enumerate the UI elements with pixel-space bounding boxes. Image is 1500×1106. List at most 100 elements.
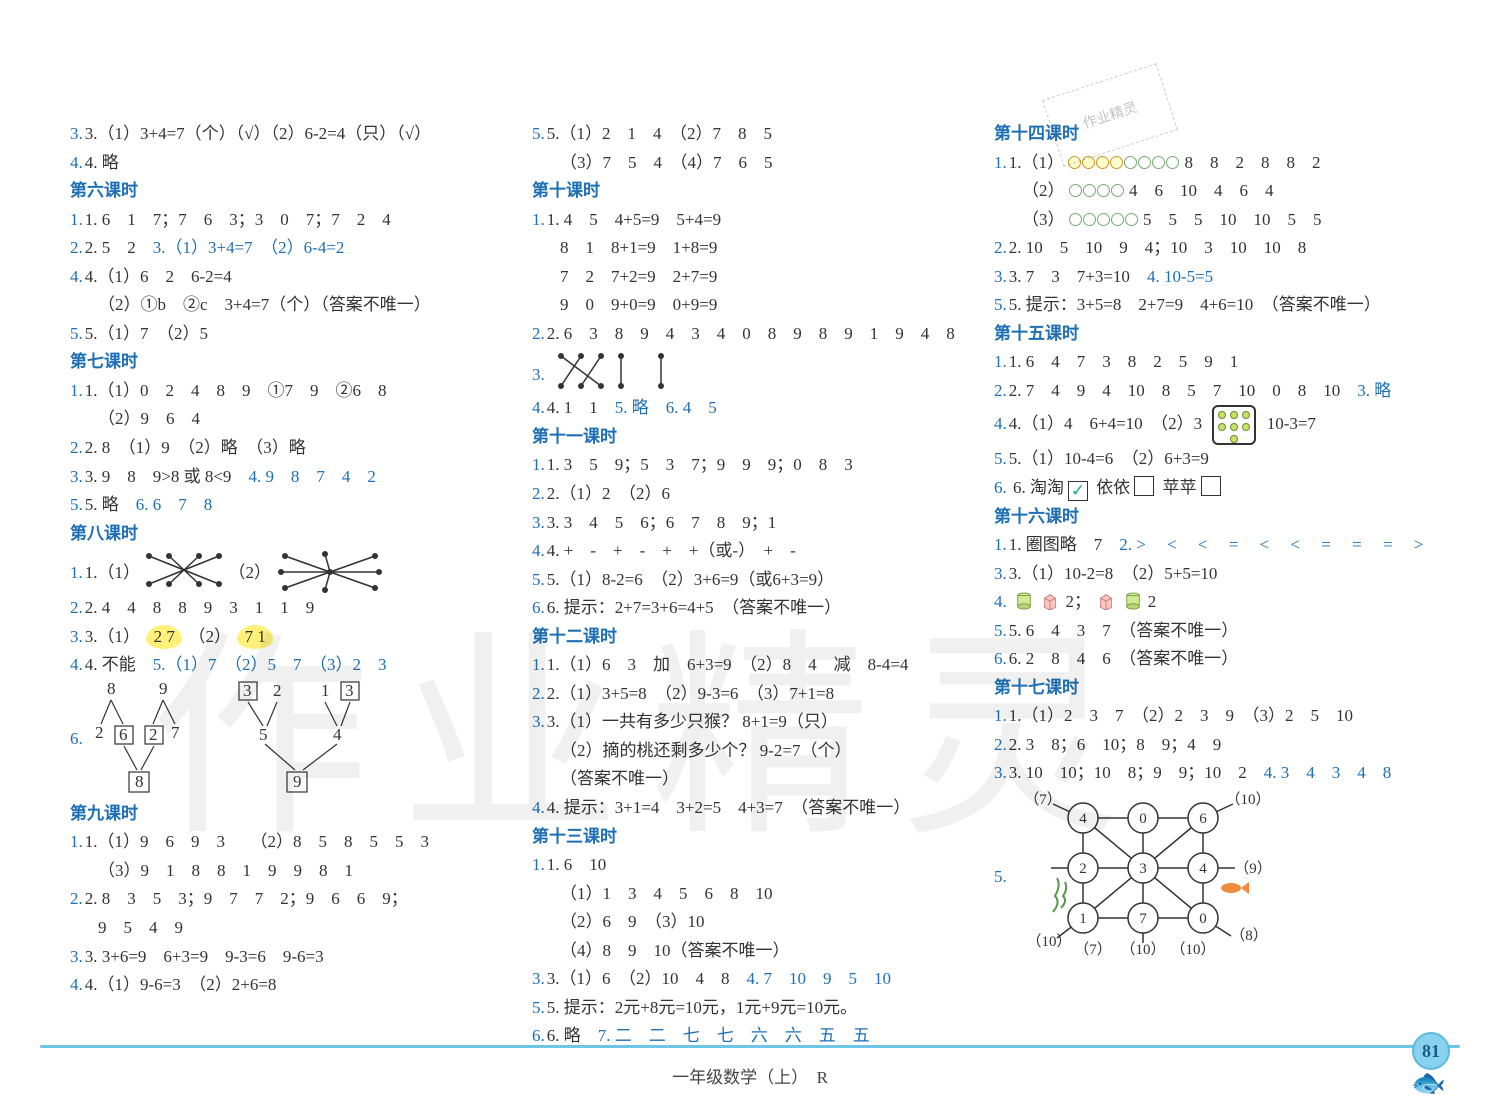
text: 6. 6 7 8	[136, 495, 213, 514]
line: 8 1 8+1=9 1+8=9	[532, 234, 968, 263]
text: （2）9 6 4	[98, 409, 200, 428]
number-tree-diagram: 89 2 6 2 7 8 3 2 1 3	[89, 680, 409, 800]
line: 6. 6. 淘淘 依依 苹苹	[994, 474, 1430, 503]
text: 苹苹	[1163, 478, 1197, 497]
text: 4. 略	[85, 153, 119, 172]
svg-text:4: 4	[333, 725, 342, 744]
line: 1.1.（1）2 3 7 （2）2 3 9 （3）2 5 10	[994, 702, 1430, 731]
svg-text:0: 0	[1199, 911, 1207, 927]
line: 5.5.（1）8-2=6 （2）3+6=9（或6+3=9）	[532, 566, 968, 595]
text: 6. 淘淘	[1013, 478, 1064, 497]
svg-text:8: 8	[107, 680, 116, 698]
svg-text:3: 3	[1139, 861, 1147, 877]
line: 1.1. 圈图略 7 2. > < < = < < = = = >	[994, 531, 1430, 560]
section-12-title: 第十二课时	[532, 623, 968, 652]
text: 1.（1）	[85, 563, 140, 582]
svg-text:（10）: （10）	[1026, 933, 1071, 950]
svg-text:4: 4	[1079, 811, 1087, 827]
text: 10-3=7	[1267, 414, 1316, 433]
line: 2.2.（1）2 （2）6	[532, 480, 968, 509]
line: 3.	[532, 348, 968, 394]
line: 3.3.（1）10-2=8 （2）5+5=10	[994, 560, 1430, 589]
line: 4.4. + - + - + +（或-） + -	[532, 537, 968, 566]
star-diagram	[275, 550, 385, 594]
line: 3.3.（1）6 （2）10 4 8 4. 7 10 9 5 10	[532, 965, 968, 994]
line: （4）8 9 10（答案不唯一）	[532, 937, 968, 966]
svg-text:6: 6	[1199, 811, 1207, 827]
text: 9 5 4 9	[98, 918, 183, 937]
column-3: 第十四课时 1.1.（1） 8 8 2 8 8 2 （2） 4 6 10 4 6…	[994, 120, 1430, 980]
line: 3.3.（1）3+4=7（个）（√）（2）6-2=4（只）（√）	[70, 120, 506, 149]
svg-text:8: 8	[135, 772, 144, 791]
line: （1）1 3 4 5 6 8 10	[532, 880, 968, 909]
svg-text:5: 5	[259, 725, 268, 744]
text: 2.（1）2 （2）6	[547, 484, 670, 503]
footer-text: 一年级数学（上） R	[0, 1063, 1500, 1088]
text: 3. 9 8 9>8 或 8<9	[85, 467, 249, 486]
line: （3）7 5 4 （4）7 6 5	[532, 149, 968, 178]
text: 7 2 7+2=9 2+7=9	[560, 267, 717, 286]
cylinder-icon	[1015, 592, 1033, 610]
svg-text:1: 1	[1079, 911, 1087, 927]
page-number-badge: 81	[1412, 1032, 1450, 1070]
section-13-title: 第十三课时	[532, 823, 968, 852]
butterfly-icon: 7 1	[237, 625, 273, 649]
column-2: 5.5.（1）2 1 4 （2）7 8 5 （3）7 5 4 （4）7 6 5 …	[532, 120, 968, 980]
line: 1.1.（1）0 2 4 8 9 ①7 9 ②6 8	[70, 377, 506, 406]
text: 4. + - + - + +（或-） + -	[547, 541, 796, 560]
text: 4. 提示：3+1=4 3+2=5 4+3=7 （答案不唯一）	[547, 798, 911, 817]
matching-diagram	[551, 348, 671, 394]
svg-text:6: 6	[119, 725, 128, 744]
text: 6. 4 5	[666, 398, 717, 417]
text: 3. 3 4 5 6；6 7 8 9；1	[547, 513, 777, 532]
text: 2. 7 4 9 4 10 8 5 7 10 0 8 10	[1009, 381, 1358, 400]
text: （3）7 5 4 （4）7 6 5	[560, 153, 773, 172]
line: 1.1.（1） （2）	[70, 548, 506, 594]
checkbox-checked	[1068, 481, 1088, 501]
text: 4. 7 10 9 5 10	[747, 969, 892, 988]
text: 2. 5 2	[85, 238, 153, 257]
line: 3.3. 7 3 7+3=10 4. 10-5=5	[994, 263, 1430, 292]
line: 4.4. 略	[70, 149, 506, 178]
text: （2）①b ②c 3+4=7（个）（答案不唯一）	[98, 295, 431, 314]
text: （3）9 1 8 8 1 9 9 8 1	[98, 861, 353, 880]
text: 4. 不能	[85, 655, 153, 674]
text: 4. 3 4 3 4 8	[1264, 763, 1392, 782]
text: （4）8 9 10（答案不唯一）	[560, 941, 790, 960]
line: 7 2 7+2=9 2+7=9	[532, 263, 968, 292]
section-7-title: 第七课时	[70, 348, 506, 377]
text: 6. 略	[547, 1026, 598, 1045]
line: 1.1.（1）6 3 加 6+3=9 （2）8 4 减 8-4=4	[532, 651, 968, 680]
line: 2.2. 7 4 9 4 10 8 5 7 10 0 8 10 3. 略	[994, 377, 1430, 406]
text: 1.（1）	[1009, 153, 1064, 172]
section-17-title: 第十七课时	[994, 674, 1430, 703]
line: 2.2. 3 8；6 10；8 9；4 9	[994, 731, 1430, 760]
line: 6.6. 提示：2+7=3+6=4+5 （答案不唯一）	[532, 594, 968, 623]
text: 5. 提示：2元+8元=10元，1元+9元=10元。	[547, 998, 857, 1017]
circle-group	[1069, 181, 1125, 200]
svg-text:1: 1	[321, 681, 330, 700]
text: 5 5 5 10 10 5 5	[1143, 210, 1322, 229]
svg-text:7: 7	[1139, 911, 1147, 927]
text: 1.（1）6 3 加 6+3=9 （2）8 4 减 8-4=4	[547, 655, 909, 674]
text: 2	[1148, 592, 1157, 611]
line: 6. 89 2 6 2 7 8 3 2 1	[70, 680, 506, 800]
text: 1. 4 5 4+5=9 5+4=9	[547, 210, 721, 229]
line: 5.5.（1）10-4=6 （2）6+3=9	[994, 445, 1430, 474]
text: 1. 6 4 7 3 8 2 5 9 1	[1009, 352, 1239, 371]
line: 5.5.（1）2 1 4 （2）7 8 5	[532, 120, 968, 149]
svg-text:（10）: （10）	[1225, 791, 1270, 808]
text: 6. 提示：2+7=3+6=4+5 （答案不唯一）	[547, 598, 841, 617]
line: （答案不唯一）	[532, 765, 968, 794]
line-cross-diagram-1	[144, 548, 224, 592]
text: 2. 8 3 5 3；9 7 7 2；9 6 6 9；	[85, 889, 408, 908]
text: 8 8 2 8 8 2	[1185, 153, 1321, 172]
section-10-title: 第十课时	[532, 177, 968, 206]
svg-text:7: 7	[171, 723, 180, 742]
page-content: 3.3.（1）3+4=7（个）（√）（2）6-2=4（只）（√） 4.4. 略 …	[0, 0, 1500, 1020]
text: 4.（1）9-6=3 （2）2+6=8	[85, 975, 277, 994]
line: 1.1.（1）9 6 9 3 （2）8 5 8 5 5 3	[70, 828, 506, 857]
line: 1.1. 6 1 7；7 6 3；3 0 7；7 2 4	[70, 206, 506, 235]
line: 2.2. 4 4 8 8 9 3 1 1 9	[70, 594, 506, 623]
text: 5.（1）10-4=6 （2）6+3=9	[1009, 449, 1209, 468]
